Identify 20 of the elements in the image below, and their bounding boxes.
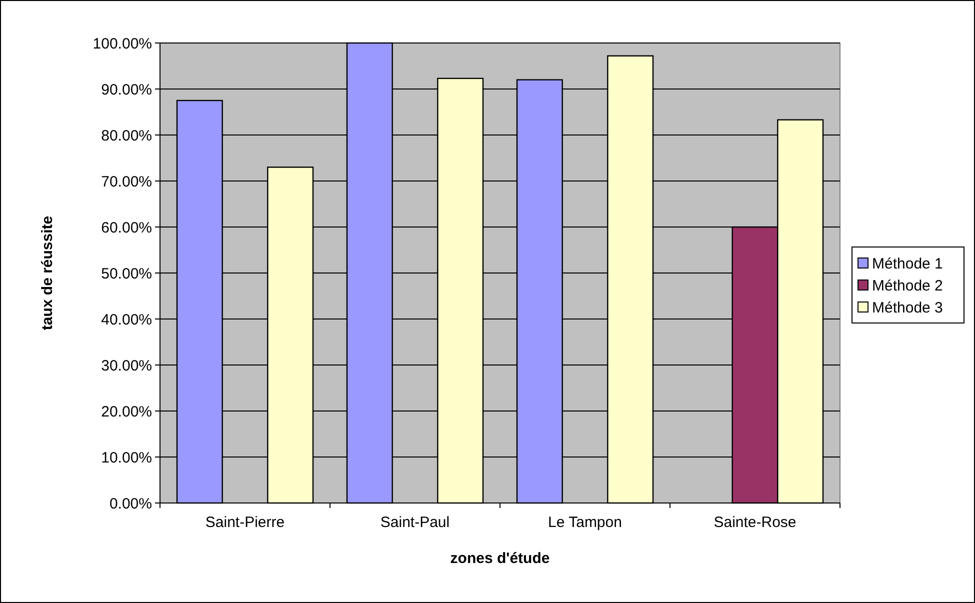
y-tick-label: 20.00% [101, 403, 152, 420]
x-tick-label: Sainte-Rose [714, 514, 796, 531]
y-tick-label: 100.00% [92, 35, 152, 52]
y-tick-label: 50.00% [101, 265, 152, 282]
legend-label: Méthode 1 [872, 255, 943, 272]
x-tick-label: Saint-Pierre [205, 514, 285, 531]
x-tick-label: Saint-Paul [380, 514, 450, 531]
y-tick-label: 60.00% [101, 219, 152, 236]
y-tick-label: 70.00% [101, 173, 152, 190]
y-tick-label: 80.00% [101, 127, 152, 144]
y-tick-label: 0.00% [109, 495, 152, 512]
y-tick-label: 30.00% [101, 357, 152, 374]
y-tick-label: 40.00% [101, 311, 152, 328]
legend-label: Méthode 2 [872, 277, 943, 294]
x-axis-title: zones d'étude [450, 550, 550, 567]
y-tick-label: 10.00% [101, 449, 152, 466]
x-tick-label: Le Tampon [548, 514, 622, 531]
y-axis-title: taux de réussite [39, 216, 56, 330]
y-tick-label: 90.00% [101, 81, 152, 98]
legend-label: Méthode 3 [872, 299, 943, 316]
